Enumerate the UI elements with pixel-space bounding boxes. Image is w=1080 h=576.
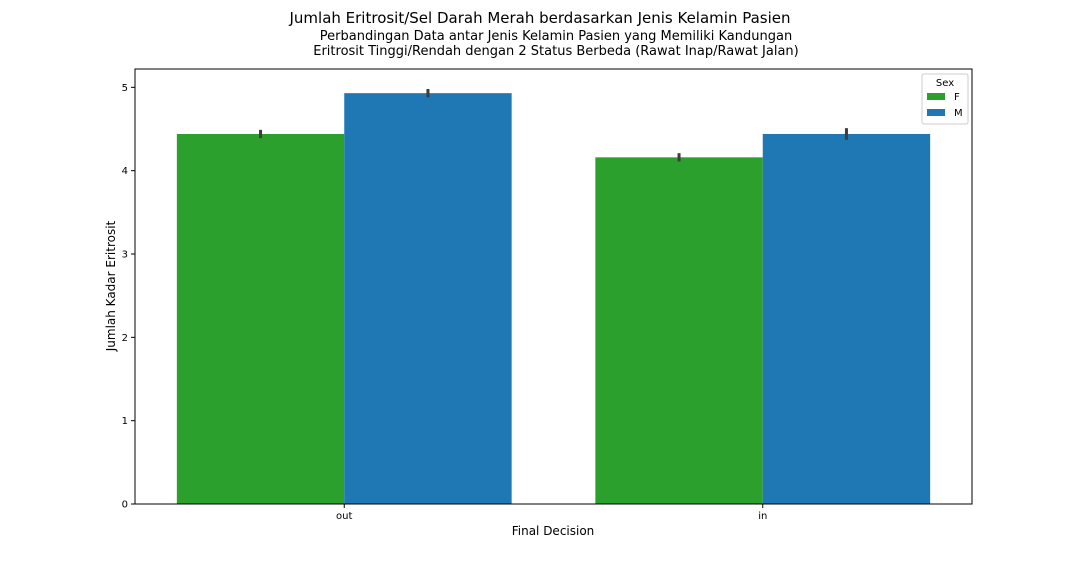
chart-title: Jumlah Eritrosit/Sel Darah Merah berdasa… [289, 9, 791, 27]
y-tick-label: 0 [122, 500, 128, 511]
legend-swatch-M [927, 109, 945, 116]
legend-items: FM [927, 92, 963, 119]
y-axis-label: Jumlah Kadar Eritrosit [104, 220, 118, 352]
x-tick-label: in [758, 511, 767, 522]
legend: Sex FM [921, 73, 969, 125]
x-tick-label: out [336, 511, 352, 522]
y-tick-label: 2 [122, 333, 128, 344]
bars-layer [176, 93, 931, 505]
y-tick-label: 1 [122, 416, 128, 427]
x-axis-label: Final Decision [512, 524, 595, 538]
error-bars-layer [259, 89, 848, 162]
legend-label-F: F [954, 92, 960, 103]
bar-out-F [176, 134, 345, 504]
bar-out-M [344, 93, 512, 505]
bar-in-M [762, 134, 931, 504]
y-axis: 0 1 2 3 4 5 [122, 83, 135, 511]
legend-label-M: M [954, 108, 963, 119]
x-axis: out in [336, 504, 767, 522]
bar-in-F [595, 157, 763, 505]
chart-subtitle: Perbandingan Data antar Jenis Kelamin Pa… [313, 29, 799, 59]
y-tick-label: 3 [122, 250, 128, 261]
legend-swatch-F [927, 93, 945, 100]
y-tick-label: 4 [122, 166, 128, 177]
legend-title: Sex [936, 78, 954, 89]
plot-frame [134, 68, 973, 505]
y-tick-label: 5 [122, 83, 128, 94]
